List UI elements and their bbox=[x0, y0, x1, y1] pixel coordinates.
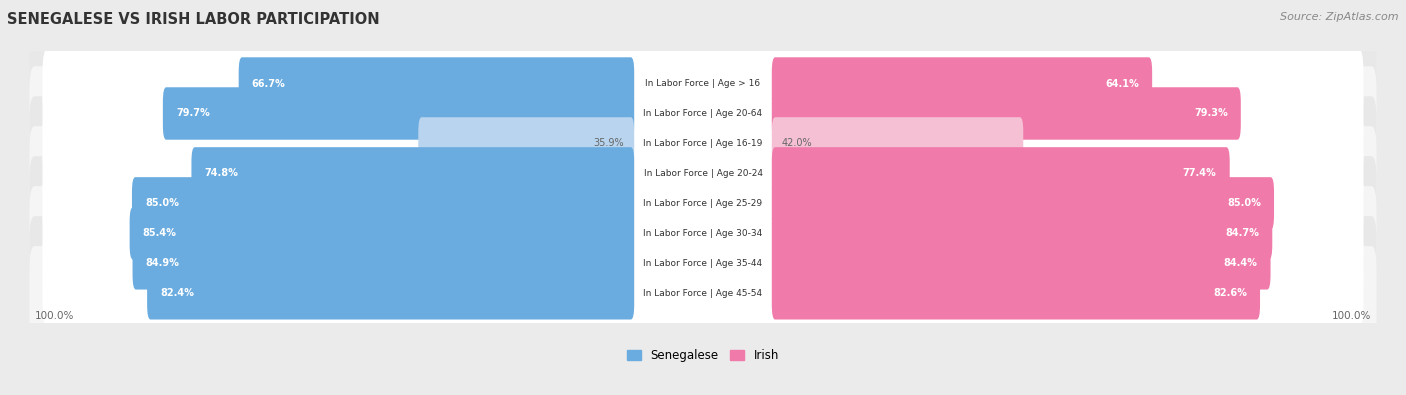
FancyBboxPatch shape bbox=[148, 267, 634, 320]
Text: 82.4%: 82.4% bbox=[160, 288, 194, 298]
Text: 85.0%: 85.0% bbox=[1227, 198, 1261, 209]
Text: 85.0%: 85.0% bbox=[145, 198, 179, 209]
FancyBboxPatch shape bbox=[772, 237, 1271, 290]
FancyBboxPatch shape bbox=[772, 57, 1152, 110]
FancyBboxPatch shape bbox=[772, 207, 1272, 260]
Text: In Labor Force | Age 30-34: In Labor Force | Age 30-34 bbox=[644, 229, 762, 238]
FancyBboxPatch shape bbox=[42, 108, 1364, 179]
Text: 35.9%: 35.9% bbox=[593, 139, 624, 149]
FancyBboxPatch shape bbox=[30, 126, 1376, 221]
Text: 84.4%: 84.4% bbox=[1223, 258, 1257, 268]
Text: 84.7%: 84.7% bbox=[1225, 228, 1260, 238]
Text: 79.7%: 79.7% bbox=[176, 109, 209, 118]
FancyBboxPatch shape bbox=[772, 147, 1230, 199]
FancyBboxPatch shape bbox=[30, 96, 1376, 191]
FancyBboxPatch shape bbox=[129, 207, 634, 260]
Text: SENEGALESE VS IRISH LABOR PARTICIPATION: SENEGALESE VS IRISH LABOR PARTICIPATION bbox=[7, 12, 380, 27]
Text: In Labor Force | Age 25-29: In Labor Force | Age 25-29 bbox=[644, 199, 762, 208]
Text: 42.0%: 42.0% bbox=[782, 139, 813, 149]
FancyBboxPatch shape bbox=[30, 66, 1376, 161]
FancyBboxPatch shape bbox=[30, 216, 1376, 310]
FancyBboxPatch shape bbox=[132, 177, 634, 229]
Text: 77.4%: 77.4% bbox=[1182, 168, 1216, 179]
FancyBboxPatch shape bbox=[239, 57, 634, 110]
FancyBboxPatch shape bbox=[42, 78, 1364, 149]
FancyBboxPatch shape bbox=[163, 87, 634, 140]
FancyBboxPatch shape bbox=[772, 267, 1260, 320]
Text: 64.1%: 64.1% bbox=[1105, 79, 1139, 88]
FancyBboxPatch shape bbox=[42, 138, 1364, 209]
FancyBboxPatch shape bbox=[419, 117, 634, 170]
FancyBboxPatch shape bbox=[772, 117, 1024, 170]
FancyBboxPatch shape bbox=[30, 246, 1376, 340]
FancyBboxPatch shape bbox=[42, 168, 1364, 239]
Text: 100.0%: 100.0% bbox=[35, 311, 75, 321]
FancyBboxPatch shape bbox=[42, 198, 1364, 269]
Text: In Labor Force | Age 20-64: In Labor Force | Age 20-64 bbox=[644, 109, 762, 118]
FancyBboxPatch shape bbox=[30, 36, 1376, 131]
Text: In Labor Force | Age 16-19: In Labor Force | Age 16-19 bbox=[644, 139, 762, 148]
FancyBboxPatch shape bbox=[191, 147, 634, 199]
FancyBboxPatch shape bbox=[30, 156, 1376, 250]
Text: In Labor Force | Age 20-24: In Labor Force | Age 20-24 bbox=[644, 169, 762, 178]
Text: In Labor Force | Age 35-44: In Labor Force | Age 35-44 bbox=[644, 259, 762, 268]
FancyBboxPatch shape bbox=[132, 237, 634, 290]
Text: In Labor Force | Age > 16: In Labor Force | Age > 16 bbox=[645, 79, 761, 88]
Text: In Labor Force | Age 45-54: In Labor Force | Age 45-54 bbox=[644, 289, 762, 298]
FancyBboxPatch shape bbox=[42, 258, 1364, 329]
Text: 82.6%: 82.6% bbox=[1213, 288, 1247, 298]
Text: 84.9%: 84.9% bbox=[146, 258, 180, 268]
Text: 85.4%: 85.4% bbox=[143, 228, 177, 238]
FancyBboxPatch shape bbox=[42, 48, 1364, 119]
FancyBboxPatch shape bbox=[30, 186, 1376, 280]
Text: 100.0%: 100.0% bbox=[1331, 311, 1371, 321]
Legend: Senegalese, Irish: Senegalese, Irish bbox=[621, 344, 785, 367]
FancyBboxPatch shape bbox=[772, 177, 1274, 229]
FancyBboxPatch shape bbox=[42, 228, 1364, 299]
Text: 74.8%: 74.8% bbox=[204, 168, 239, 179]
Text: 79.3%: 79.3% bbox=[1194, 109, 1227, 118]
Text: Source: ZipAtlas.com: Source: ZipAtlas.com bbox=[1281, 12, 1399, 22]
FancyBboxPatch shape bbox=[772, 87, 1241, 140]
Text: 66.7%: 66.7% bbox=[252, 79, 285, 88]
